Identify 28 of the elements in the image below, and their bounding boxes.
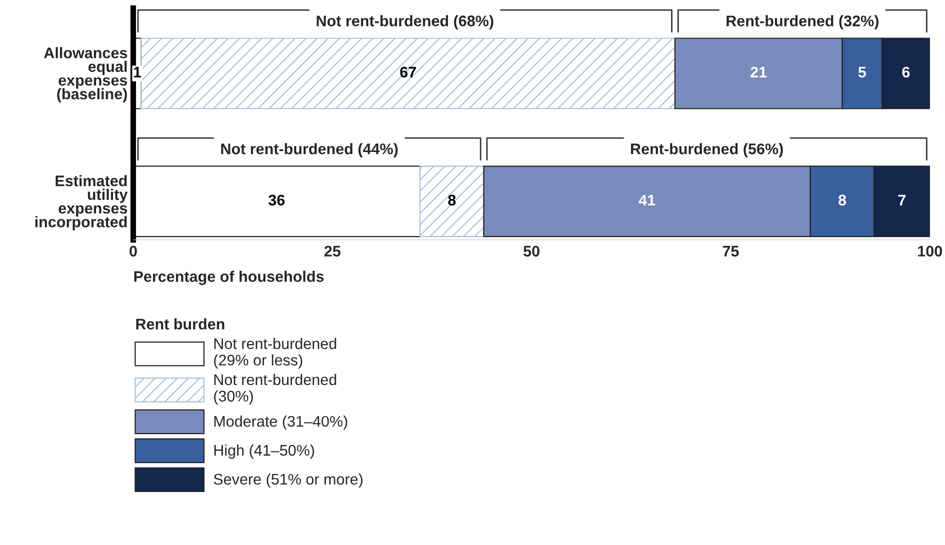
data-label: 8 [838, 194, 846, 206]
annotation: Rent-burdened (56%) [631, 143, 783, 158]
x-tick-label: 25 [324, 246, 340, 257]
legend-label: Not rent-burdened (29% or less) [214, 338, 336, 369]
x-tick-label: 75 [722, 246, 739, 257]
x-axis-title: Percentage of households [134, 270, 324, 286]
legend-label: High (41–50%) [214, 444, 314, 459]
annotation: Not rent-burdened (68%) [316, 15, 494, 30]
y-tick-label: Allowances equal expenses (baseline) [44, 47, 128, 102]
data-label: 67 [400, 66, 416, 78]
data-label: 21 [750, 66, 767, 78]
data-label: 36 [268, 194, 285, 206]
data-label: 6 [902, 66, 910, 78]
annotation: Not rent-burdened (44%) [221, 143, 398, 158]
data-label: 41 [638, 194, 656, 206]
legend-title: Rent burden [136, 318, 224, 330]
data-label: 1 [134, 66, 142, 78]
x-tick-label: 50 [524, 246, 540, 257]
data-label: 5 [858, 66, 866, 78]
y-tick-label: Estimated utility expenses incorporated [35, 175, 128, 230]
legend-label: Severe (51% or more) [214, 473, 362, 488]
legend-label: Not rent-burdened (30%) [214, 374, 336, 405]
data-label: 7 [898, 194, 906, 206]
data-label: 8 [448, 194, 456, 206]
x-tick-label: 100 [918, 246, 942, 257]
legend-label: Moderate (31–40%) [214, 416, 348, 430]
x-tick-label: 0 [130, 246, 137, 257]
annotation: Rent-burdened (32%) [726, 15, 878, 30]
